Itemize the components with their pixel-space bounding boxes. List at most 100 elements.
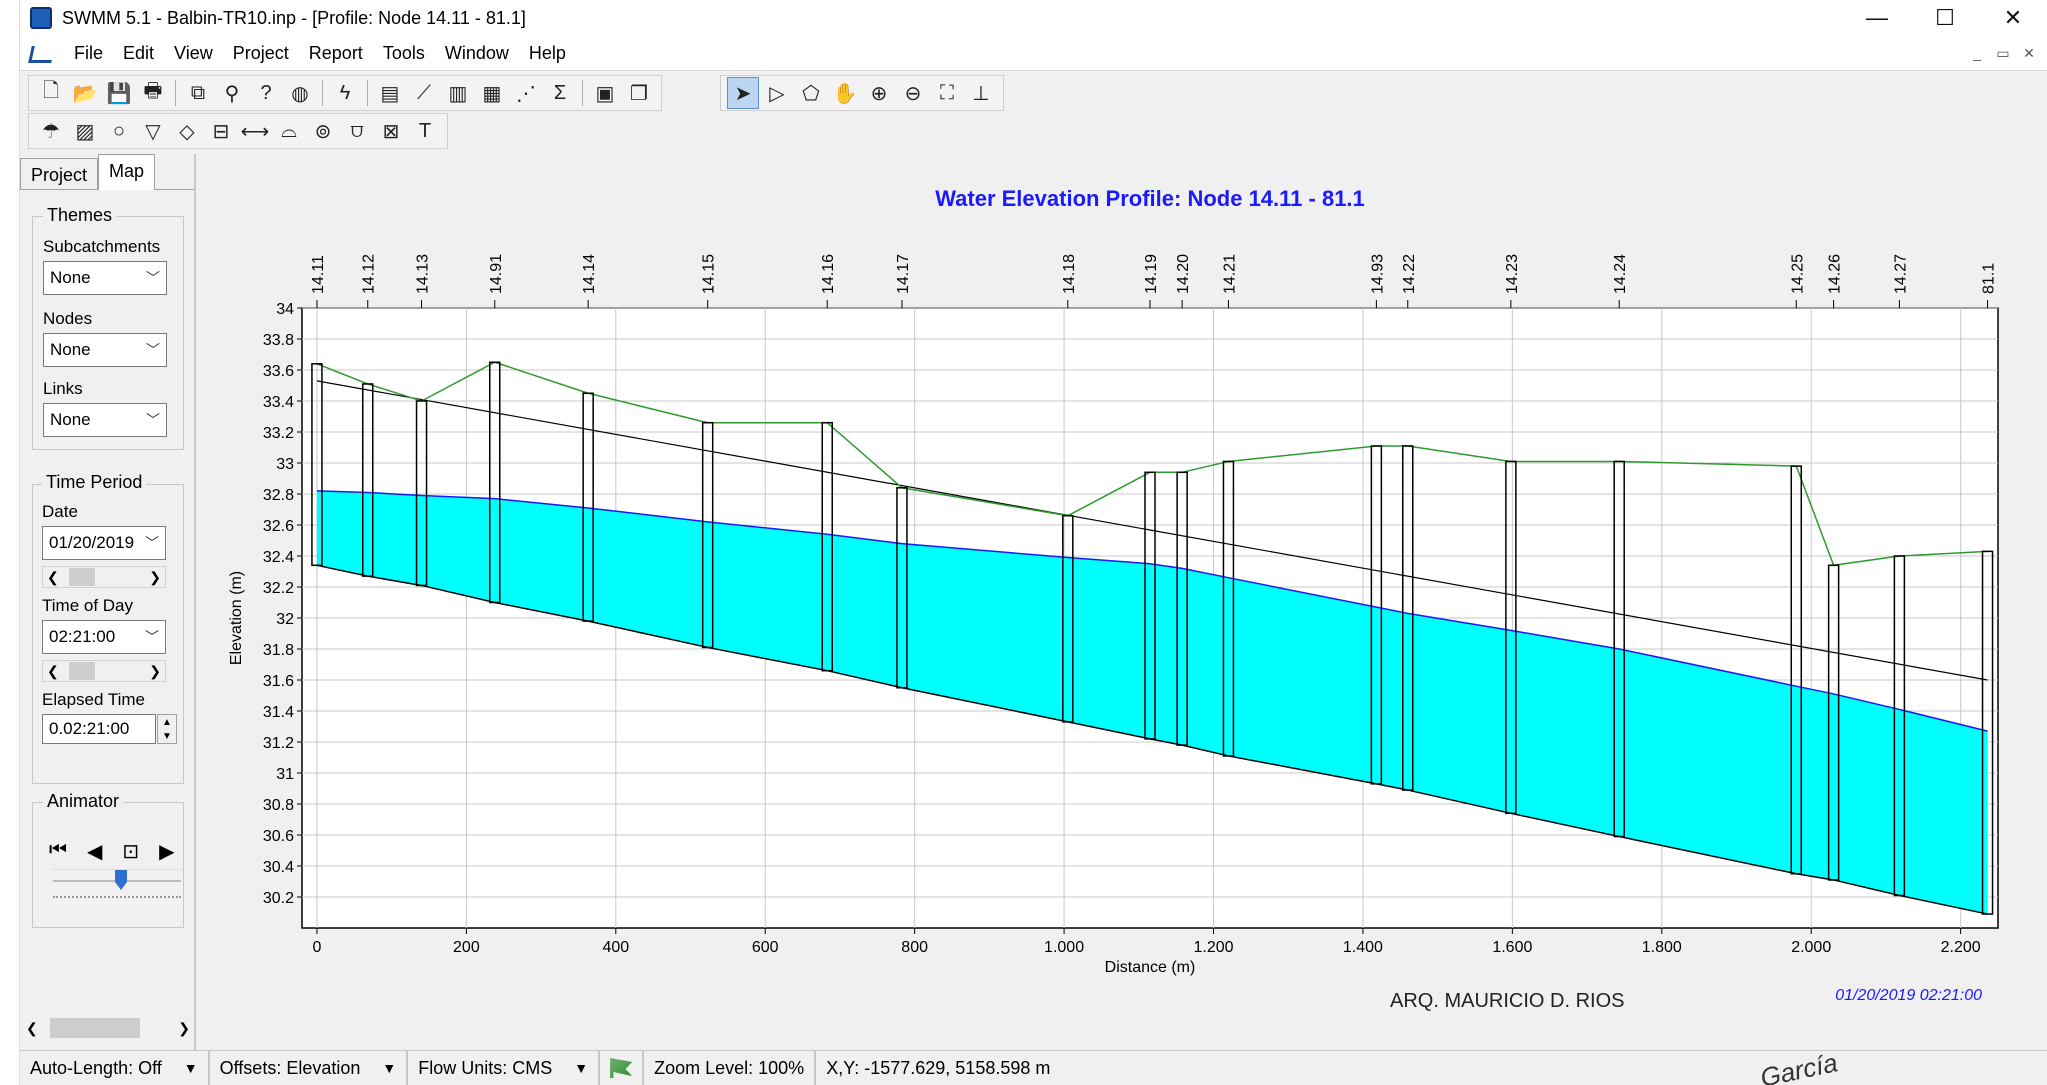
profile-window-icon[interactable] bbox=[28, 43, 54, 63]
stop-icon[interactable]: ⊡ bbox=[122, 841, 140, 863]
full-extent-icon[interactable]: ⛶ bbox=[940, 81, 954, 104]
node-label: 14.26 bbox=[1827, 254, 1844, 294]
select-region-icon[interactable]: ⬠ bbox=[802, 82, 820, 105]
date-select[interactable]: 01/20/2019 ﹀ bbox=[42, 526, 166, 560]
select-object-icon[interactable]: ➤ bbox=[727, 77, 759, 109]
time-scrollbar[interactable]: ❮ ❯ bbox=[42, 660, 166, 682]
subcatchments-select[interactable]: None ﹀ bbox=[43, 261, 167, 295]
status-bar: Auto-Length: Off ▼ Offsets: Elevation ▼ Fl… bbox=[20, 1050, 2047, 1085]
select-vertex-icon[interactable]: ▷ bbox=[769, 82, 785, 105]
date-scrollbar[interactable]: ❮ ❯ bbox=[42, 566, 166, 588]
zoom-in-icon[interactable]: ⊕ bbox=[870, 82, 888, 105]
slider-knob[interactable] bbox=[115, 870, 127, 890]
scroll-left-icon[interactable]: ❮ bbox=[47, 568, 59, 585]
new-file-icon[interactable]: 🗋 bbox=[42, 80, 60, 102]
menu-file[interactable]: File bbox=[74, 42, 104, 63]
tab-map[interactable]: Map bbox=[98, 154, 156, 190]
time-period-group: Time Period Date 01/20/2019 ﹀ ❮ ❯ Time of … bbox=[32, 472, 184, 912]
find-icon[interactable]: ⚲ bbox=[224, 82, 240, 105]
flow-units-status[interactable]: Flow Units: CMS ▼ bbox=[408, 1050, 601, 1085]
zoom-out-icon[interactable]: ⊖ bbox=[904, 82, 922, 105]
menu-project[interactable]: Project bbox=[232, 42, 289, 63]
menu-edit[interactable]: Edit bbox=[123, 42, 155, 63]
time-of-day-select[interactable]: 02:21:00 ﹀ bbox=[42, 620, 166, 654]
y-tick-label: 30.2 bbox=[263, 890, 294, 907]
pump-icon[interactable]: ⌓ bbox=[281, 119, 297, 142]
label-text-icon[interactable]: T bbox=[418, 119, 432, 142]
mdi-restore-button[interactable]: ▭ bbox=[1996, 44, 2010, 61]
rain-gage-icon[interactable]: ☂ bbox=[42, 120, 60, 143]
menu-report[interactable]: Report bbox=[308, 42, 363, 63]
tab-project[interactable]: Project bbox=[20, 158, 99, 189]
divider-icon[interactable]: ◇ bbox=[179, 120, 195, 143]
overview-map-icon[interactable]: ◍ bbox=[291, 82, 309, 105]
report-icon[interactable]: ▤ bbox=[380, 82, 400, 105]
node-label: 14.11 bbox=[310, 255, 327, 294]
scroll-right-icon[interactable]: ❯ bbox=[178, 1019, 190, 1036]
storage-unit-icon[interactable]: ⊟ bbox=[212, 120, 230, 143]
copy-icon[interactable]: ⧉ bbox=[190, 81, 206, 104]
elapsed-time-spinner[interactable]: ▲ ▼ bbox=[157, 714, 177, 744]
node-label: 14.18 bbox=[1061, 254, 1078, 294]
menu-help[interactable]: Help bbox=[528, 42, 566, 63]
outlet-icon[interactable]: ⊠ bbox=[382, 120, 400, 143]
browser-panel: Project Map Themes Subcatchments None ﹀ N… bbox=[20, 154, 196, 1050]
save-icon[interactable]: 💾 bbox=[106, 82, 132, 105]
manhole-node bbox=[821, 421, 833, 672]
forward-icon[interactable]: ▶ bbox=[159, 841, 175, 863]
conduit-icon[interactable]: ⟷ bbox=[240, 120, 270, 143]
pan-icon[interactable]: ✋ bbox=[832, 82, 858, 105]
arrange-windows-icon[interactable]: ❐ bbox=[630, 82, 648, 105]
query-icon[interactable]: ? bbox=[260, 81, 272, 104]
spin-down-icon[interactable]: ▼ bbox=[162, 730, 172, 742]
links-select[interactable]: None ﹀ bbox=[43, 403, 167, 437]
menu-view[interactable]: View bbox=[174, 42, 213, 63]
maximize-button[interactable]: ☐ bbox=[1935, 5, 1955, 30]
measure-icon[interactable]: ⊥ bbox=[972, 82, 990, 105]
minimize-button[interactable]: — bbox=[1866, 5, 1888, 30]
back-icon[interactable]: ◀ bbox=[87, 841, 103, 863]
offsets-text: Offsets: Elevation bbox=[219, 1057, 361, 1078]
chevron-down-icon[interactable]: ▼ bbox=[183, 1060, 198, 1076]
mdi-close-button[interactable]: ✕ bbox=[2023, 44, 2035, 61]
statistics-icon[interactable]: Σ bbox=[553, 81, 567, 104]
scroll-left-icon[interactable]: ❮ bbox=[26, 1019, 38, 1036]
auto-length-status[interactable]: Auto-Length: Off ▼ bbox=[20, 1050, 210, 1085]
subcatchment-icon[interactable]: ▨ bbox=[75, 120, 95, 143]
x-tick-label: 800 bbox=[901, 939, 928, 956]
run-simulation-icon[interactable]: ϟ bbox=[339, 81, 351, 104]
weir-icon[interactable]: ⩌ bbox=[350, 119, 364, 142]
open-folder-icon[interactable]: 📂 bbox=[72, 82, 98, 105]
scroll-right-icon[interactable]: ❯ bbox=[149, 662, 161, 679]
rewind-icon[interactable]: ⏮ bbox=[49, 839, 67, 861]
chevron-down-icon[interactable]: ▼ bbox=[574, 1060, 589, 1076]
y-tick-label: 31.6 bbox=[263, 673, 294, 690]
outfall-icon[interactable]: ▽ bbox=[145, 120, 161, 143]
chevron-down-icon: ﹀ bbox=[145, 629, 159, 645]
options-icon[interactable]: ▣ bbox=[595, 82, 615, 105]
table-icon[interactable]: ▦ bbox=[482, 82, 502, 105]
panel-scrollbar[interactable]: ❮ ❯ bbox=[26, 1016, 190, 1040]
elapsed-time-field[interactable]: 0.02:21:00 bbox=[42, 714, 156, 744]
animator-label: Animator bbox=[43, 791, 124, 812]
spin-up-icon[interactable]: ▲ bbox=[162, 716, 172, 728]
orifice-icon[interactable]: ⊚ bbox=[314, 120, 332, 143]
animation-speed-slider[interactable] bbox=[53, 869, 181, 898]
chevron-down-icon[interactable]: ▼ bbox=[382, 1060, 397, 1076]
profile-plot-icon[interactable]: ⟋ bbox=[417, 81, 431, 104]
close-button[interactable]: ✕ bbox=[2003, 5, 2023, 30]
print-icon[interactable]: 🖶 bbox=[143, 80, 163, 102]
mdi-minimize-button[interactable]: _ bbox=[1973, 45, 1981, 61]
scatter-plot-icon[interactable]: ⋰ bbox=[516, 82, 536, 105]
time-series-plot-icon[interactable]: ▥ bbox=[448, 82, 468, 105]
nodes-select[interactable]: None ﹀ bbox=[43, 333, 167, 367]
menu-window[interactable]: Window bbox=[444, 42, 509, 63]
scroll-left-icon[interactable]: ❮ bbox=[47, 662, 59, 679]
y-tick-label: 34 bbox=[276, 301, 294, 318]
junction-icon[interactable]: ○ bbox=[112, 119, 126, 142]
menu-tools[interactable]: Tools bbox=[382, 42, 425, 63]
signature-stamp: ARQ. MAURICIO D. RIOS bbox=[1390, 990, 1625, 1012]
scroll-right-icon[interactable]: ❯ bbox=[149, 568, 161, 585]
offsets-status[interactable]: Offsets: Elevation ▼ bbox=[210, 1050, 409, 1085]
manhole-node bbox=[415, 400, 428, 587]
